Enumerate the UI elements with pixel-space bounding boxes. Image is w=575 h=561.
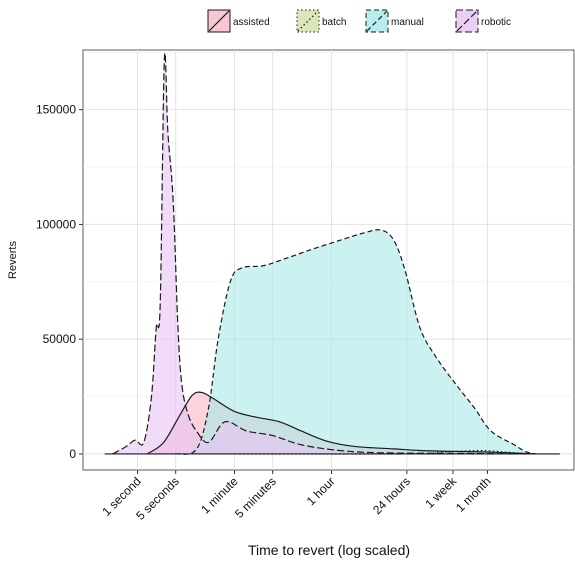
density-line-robotic <box>112 52 536 455</box>
y-axis-title: Reverts <box>7 241 19 279</box>
legend-label-batch: batch <box>322 17 346 28</box>
plot-area <box>82 49 575 471</box>
y-tick-label-0: 0 <box>69 447 76 461</box>
legend-item-batch: batch <box>296 9 346 33</box>
legend-label-assisted: assisted <box>233 17 270 28</box>
y-axis: 0 50000 100000 150000 Reverts <box>7 103 83 461</box>
legend-swatch-line-robotic <box>456 10 478 32</box>
legend-label-robotic: robotic <box>481 17 511 28</box>
x-tick-label-5: 24 hours <box>370 474 413 517</box>
legend-item-manual: manual <box>365 9 424 33</box>
legend: assisted batch manual robotic <box>207 9 511 33</box>
legend-swatch-batch <box>296 9 320 33</box>
legend-item-assisted: assisted <box>207 9 270 33</box>
legend-swatch-line-manual <box>366 10 388 32</box>
legend-item-robotic: robotic <box>455 9 511 33</box>
legend-items: assisted batch manual robotic <box>207 9 511 33</box>
density-line-manual <box>175 229 537 455</box>
x-tick-label-7: 1 month <box>453 474 494 515</box>
x-axis-title: Time to revert (log scaled) <box>248 542 410 558</box>
y-tick-label-3: 150000 <box>36 103 76 117</box>
density-line-assisted <box>146 391 536 455</box>
y-tick-label-1: 50000 <box>43 332 77 346</box>
density-area-robotic <box>112 52 536 454</box>
y-ticks: 0 50000 100000 150000 <box>36 103 83 461</box>
y-tick-label-2: 100000 <box>36 217 76 231</box>
x-tick-label-3: 5 minutes <box>232 474 279 521</box>
legend-swatch-line-assisted <box>208 10 230 32</box>
x-tick-label-4: 1 hour <box>304 474 338 508</box>
density-area-manual <box>175 229 536 455</box>
density-lines <box>104 52 560 455</box>
legend-label-manual: manual <box>391 17 424 28</box>
legend-swatch-line-batch <box>297 10 319 32</box>
legend-swatch-manual <box>365 9 389 33</box>
